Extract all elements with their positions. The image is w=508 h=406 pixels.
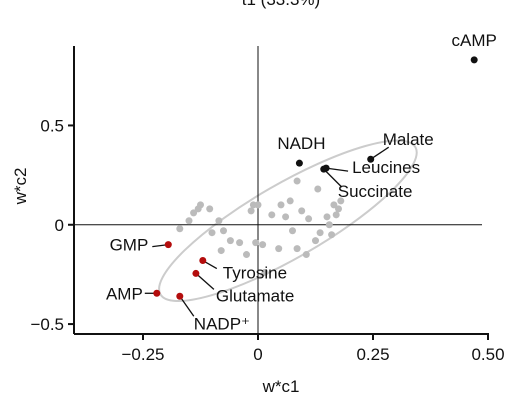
data-point — [217, 247, 225, 255]
data-point — [190, 209, 198, 217]
data-point — [261, 268, 269, 276]
leader-line — [370, 146, 390, 160]
point-label: AMP — [106, 284, 143, 303]
data-point — [282, 213, 290, 221]
x-tick-label: 0.25 — [356, 345, 389, 364]
data-point — [328, 231, 336, 239]
y-tick-label: −0.5 — [30, 315, 64, 334]
data-point — [335, 205, 342, 213]
data-point — [316, 229, 324, 237]
y-tick-label: 0.5 — [40, 116, 64, 135]
point-label: NADP⁺ — [194, 314, 250, 333]
data-point — [252, 239, 260, 247]
highlight-point — [192, 269, 200, 277]
data-point — [337, 197, 345, 205]
data-point — [305, 215, 313, 223]
leader-line — [323, 168, 343, 188]
point-label: cAMP — [452, 31, 497, 50]
x-tick-label: 0 — [253, 345, 262, 364]
point-label: Succinate — [338, 182, 413, 201]
point-label: Tyrosine — [223, 264, 287, 283]
data-point — [226, 237, 234, 245]
data-point — [254, 201, 262, 209]
leader-line — [179, 295, 195, 317]
data-point — [208, 229, 216, 237]
data-point — [275, 245, 283, 253]
data-point — [206, 205, 214, 213]
data-point — [332, 211, 340, 219]
data-point — [176, 225, 184, 233]
x-axis-title: w*c1 — [262, 377, 300, 396]
leader-line — [325, 167, 349, 172]
highlight-point — [153, 289, 161, 297]
x-tick-label: −0.25 — [121, 345, 164, 364]
highlight-point — [295, 159, 303, 167]
data-point — [323, 213, 331, 221]
data-point — [293, 177, 301, 185]
chart-title: t1 (33.3%) — [242, 0, 320, 9]
data-point — [236, 239, 244, 247]
highlight-point — [176, 292, 184, 300]
data-point — [293, 245, 301, 253]
data-point — [312, 237, 319, 245]
point-label: Leucines — [352, 158, 420, 177]
data-point — [298, 207, 306, 215]
data-point — [247, 207, 255, 215]
highlight-point — [367, 155, 375, 163]
y-axis-title: w*c2 — [11, 168, 30, 206]
highlight-point — [164, 241, 172, 249]
x-tick-label: 0.50 — [471, 345, 504, 364]
leader-line — [195, 272, 215, 290]
data-point — [197, 201, 204, 209]
data-point — [302, 251, 310, 259]
highlight-point — [470, 56, 478, 64]
data-point — [330, 201, 338, 209]
highlight-point — [199, 257, 207, 265]
data-point — [220, 227, 227, 235]
point-label: Glutamate — [216, 286, 294, 305]
point-label: Malate — [383, 130, 434, 149]
data-point — [286, 197, 294, 205]
data-point — [268, 211, 276, 219]
data-point — [289, 227, 296, 235]
data-point — [314, 185, 322, 193]
point-label: NADH — [277, 134, 325, 153]
data-point — [325, 221, 333, 229]
y-tick-label: 0 — [55, 216, 64, 235]
data-point — [259, 241, 267, 249]
data-point — [215, 217, 223, 225]
data-point — [277, 201, 285, 209]
data-point — [185, 217, 193, 225]
data-point — [243, 251, 250, 259]
point-label: GMP — [110, 236, 149, 255]
highlight-point — [320, 165, 328, 173]
